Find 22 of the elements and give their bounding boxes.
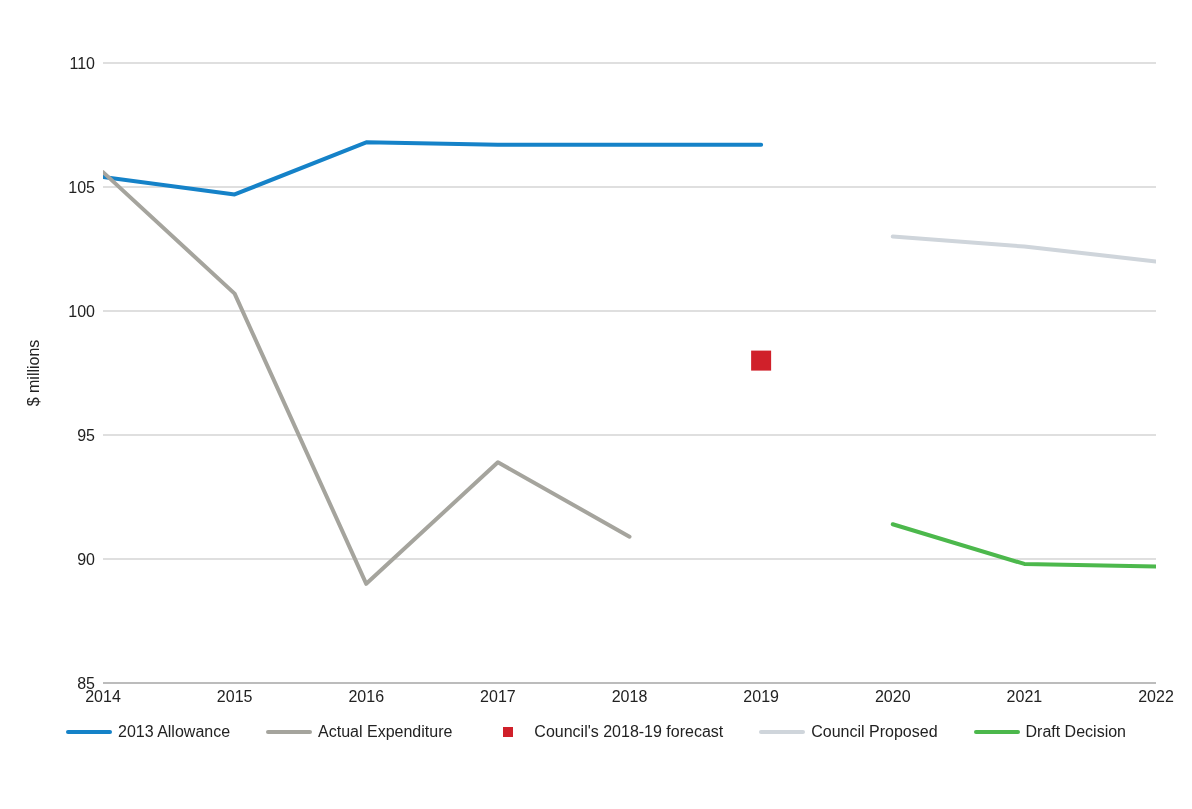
x-tick-label: 2017 — [480, 688, 516, 706]
legend-label: 2013 Allowance — [117, 723, 231, 741]
y-axis-title: $ millions — [24, 339, 42, 407]
legend-label: Draft Decision — [1025, 723, 1126, 741]
x-tick-label: 2020 — [874, 688, 911, 706]
y-tick-label: 100 — [68, 302, 96, 320]
x-tick-label: 2015 — [216, 688, 253, 706]
legend-label: Council's 2018-19 forecast — [534, 723, 724, 741]
legend-label: Council Proposed — [811, 723, 938, 741]
y-tick-label: 110 — [69, 54, 96, 72]
y-tick-label: 90 — [77, 550, 96, 568]
x-tick-label: 2019 — [743, 688, 780, 706]
legend-label: Actual Expenditure — [318, 723, 453, 741]
x-tick-label: 2021 — [1006, 688, 1043, 706]
line-series — [103, 140, 764, 197]
x-tick-label: 2018 — [611, 688, 648, 706]
y-tick-label: 95 — [77, 426, 96, 444]
line-series — [103, 170, 632, 586]
y-tick-label: 105 — [68, 178, 96, 196]
x-tick-label: 2022 — [1138, 688, 1174, 706]
x-tick-label: 2016 — [348, 688, 385, 706]
x-tick-label: 2014 — [85, 688, 121, 706]
